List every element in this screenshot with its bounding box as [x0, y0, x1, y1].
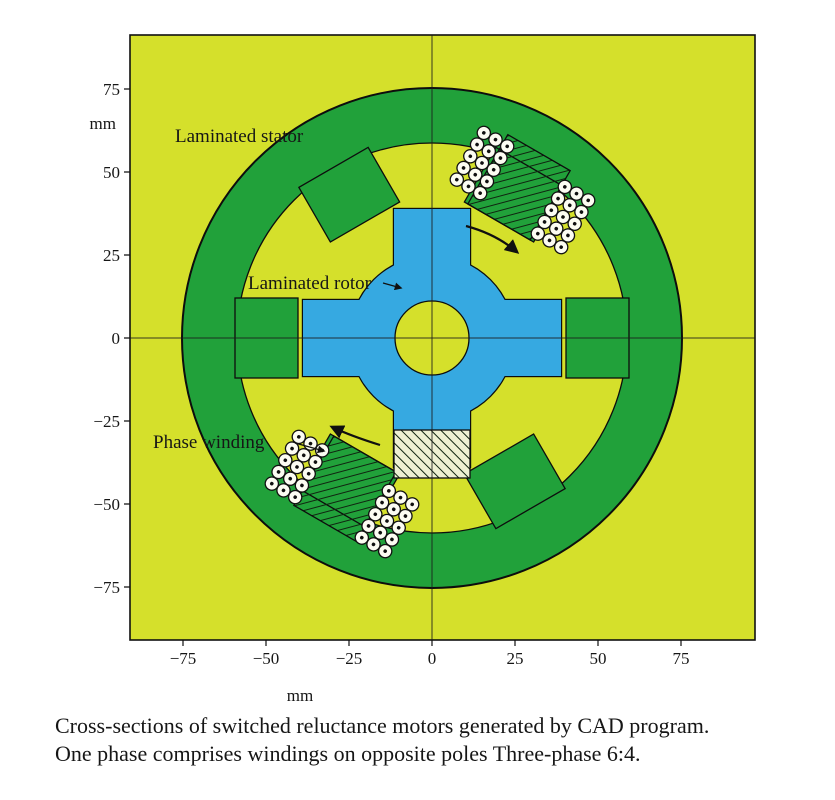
coil-dot [482, 131, 486, 135]
stator-pole [463, 433, 567, 530]
y-tick-label: −75 [93, 578, 120, 597]
coil-dot [455, 177, 459, 182]
coil-dot [554, 226, 559, 231]
coil-dot [572, 221, 577, 226]
coil-dot [313, 460, 318, 464]
coil-dot [486, 149, 491, 154]
coil-dot [505, 144, 509, 149]
coil-dot [390, 537, 394, 542]
coil-dot [300, 483, 304, 488]
coil-dot [559, 245, 563, 249]
coil-dot [579, 210, 584, 214]
caption-line-1: Cross-sections of switched reluctance mo… [55, 713, 709, 738]
y-tick-label: 25 [103, 246, 120, 265]
coil-dot [468, 154, 473, 159]
x-tick-label: −50 [253, 649, 280, 668]
label-laminated-rotor: Laminated rotor [248, 273, 372, 294]
coil-dot [290, 446, 294, 451]
rotor [301, 207, 563, 469]
x-tick-label: 0 [428, 649, 437, 668]
coil-dot [542, 220, 547, 224]
coil-dot [276, 470, 281, 474]
coil-dot [566, 233, 570, 238]
coil-dot [473, 172, 478, 177]
coil-dot [360, 535, 364, 540]
coil-bundle [530, 179, 596, 255]
rotation-arrow-upper [465, 224, 520, 254]
coil-dot [295, 465, 299, 469]
coil-dot [293, 495, 297, 499]
coil-dot [498, 156, 503, 160]
caption-line-2: One phase comprises windings on opposite… [55, 741, 641, 766]
x-tick-marks [182, 640, 682, 646]
label-laminated-stator: Laminated stator [175, 126, 304, 147]
winding-label-leader [294, 442, 326, 454]
y-tick-marks [124, 88, 130, 588]
coil-dot [306, 471, 311, 476]
coil-dot [398, 495, 403, 500]
coil-dot [281, 488, 286, 493]
coil-dot [561, 215, 565, 219]
coil-dot [536, 231, 540, 236]
coil-dot [385, 519, 389, 523]
x-tick-label: 75 [673, 649, 690, 668]
y-tick-label: 0 [112, 329, 121, 348]
coil-dot [475, 142, 479, 147]
x-tick-label: 50 [590, 649, 607, 668]
rotor-label-leader [382, 282, 403, 291]
coil-dot [466, 184, 471, 189]
y-tick-label: −25 [93, 412, 120, 431]
coil-dot [410, 502, 414, 507]
coil-dot [270, 481, 274, 486]
coil-dot [391, 507, 396, 512]
y-tick-label: 75 [103, 80, 120, 99]
coil-dot [549, 208, 554, 213]
coil-dot [308, 441, 313, 446]
label-phase-winding: Phase winding [153, 432, 265, 453]
stator-pole [297, 146, 401, 243]
y-tick-label: 50 [103, 163, 120, 182]
x-tick-label: −25 [336, 649, 363, 668]
coil-dot [567, 203, 572, 208]
coil-dot [283, 458, 288, 463]
x-tick-label: 25 [507, 649, 524, 668]
y-axis-unit: mm [90, 114, 116, 133]
coil-dot [383, 549, 387, 553]
x-tick-label: −75 [170, 649, 197, 668]
coil-dot [396, 525, 401, 530]
rotation-arrow-lower [329, 425, 381, 447]
coil-dot [493, 137, 498, 142]
coil-dot [373, 512, 378, 517]
coil-dot [387, 489, 391, 493]
coil-dot [378, 530, 383, 535]
coil-dot [491, 167, 496, 172]
coil-dot [371, 542, 376, 547]
coil-dot [485, 179, 489, 184]
coil-dot [403, 514, 408, 518]
coil-dot [297, 435, 301, 439]
coil-dot [366, 524, 371, 528]
x-axis-unit: mm [287, 686, 313, 705]
coil-dot [563, 185, 567, 189]
coil-dot [480, 161, 484, 165]
coil-bundle [449, 125, 515, 201]
coil-dot [288, 476, 293, 481]
coil-dot [586, 198, 590, 203]
coil-dot [556, 196, 560, 201]
coil-dot [461, 166, 466, 170]
coil-dot [301, 453, 306, 458]
coil-dot [478, 191, 482, 195]
coil-dot [574, 191, 579, 196]
y-tick-label: −50 [93, 495, 120, 514]
coil-dot [380, 500, 384, 505]
coil-dot [547, 238, 552, 243]
coil-bundle [354, 483, 420, 559]
